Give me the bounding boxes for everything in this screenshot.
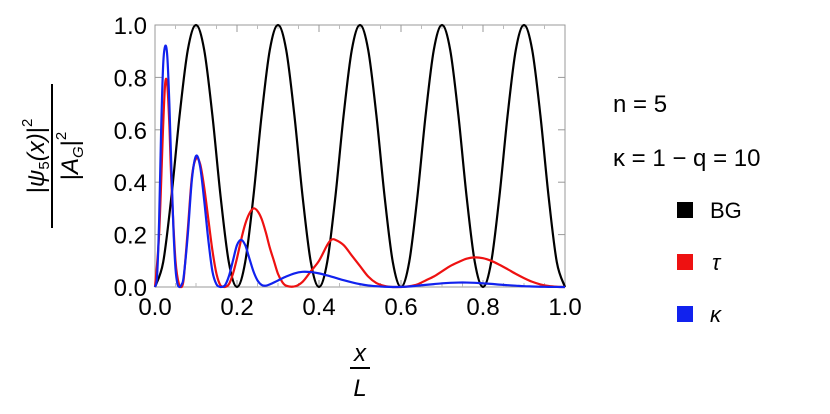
y-tick-label: 1.0 <box>114 13 147 40</box>
y-tick-label: 0.4 <box>114 170 147 197</box>
series-kappa-line <box>153 44 566 289</box>
x-tick-label: 0.8 <box>466 294 499 321</box>
annotation-n: n = 5 <box>613 91 667 118</box>
y-tick-label: 0.2 <box>114 223 147 250</box>
series-group <box>153 23 567 289</box>
x-tick-label: 1.0 <box>548 294 581 321</box>
y-tick-label: 0.6 <box>114 118 147 145</box>
legend-label-tau: τ <box>712 250 722 275</box>
y-tick-label: 0.8 <box>114 65 147 92</box>
x-label-denominator: L <box>353 375 366 402</box>
legend-label-bg: BG <box>710 198 742 223</box>
axis-ticks: 0.0 0.2 0.4 0.6 0.8 1.0 0.0 0.2 0.4 0.6 0.8 1.0 <box>114 13 582 321</box>
x-tick-label: 0.2 <box>220 294 253 321</box>
series-bg-line <box>153 23 567 289</box>
y-axis-label: |ψ5(x)|2 |AG|2 <box>19 84 87 228</box>
x-axis-label: x L <box>350 340 370 402</box>
legend-swatch-tau <box>677 254 693 270</box>
legend-label-kappa: κ <box>710 302 722 327</box>
x-tick-label: 0.6 <box>384 294 417 321</box>
y-tick-label: 0.0 <box>114 275 147 302</box>
legend-swatch-kappa <box>677 306 693 322</box>
legend: BG τ κ <box>677 198 742 327</box>
y-label-numerator: |ψ5(x)|2 <box>19 119 53 194</box>
legend-swatch-bg <box>677 202 693 218</box>
series-tau-line <box>153 77 566 289</box>
x-tick-label: 0.4 <box>302 294 335 321</box>
annotation-kappa-q: κ = 1 − q = 10 <box>613 145 760 172</box>
x-tick-label: 0.0 <box>138 294 171 321</box>
x-label-numerator: x <box>353 340 367 367</box>
y-label-denominator: |AG|2 <box>53 132 87 181</box>
